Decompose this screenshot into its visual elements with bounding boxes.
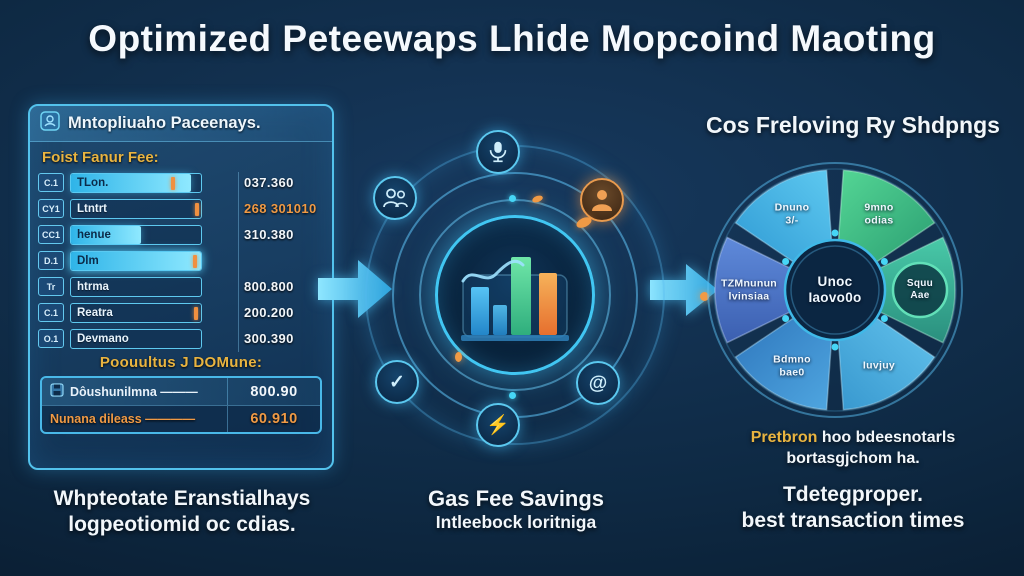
wheel-segment-label: Iuvjuy <box>862 359 896 372</box>
summary-row: Nunana dileass ———— 60.910 <box>42 405 320 432</box>
decor-node-dot <box>509 195 516 202</box>
wheel-segment-label: 9mno odias <box>864 201 894 226</box>
row-badge: D.1 <box>38 251 64 270</box>
decor-dot <box>700 292 709 301</box>
summary-value: 800.90 <box>250 383 298 400</box>
row-value: 200.200 <box>244 305 294 320</box>
row-bar: Devmano <box>70 328 202 349</box>
fee-table-panel: Mntopliuaho Paceenays. Foist Fanur Fee: … <box>28 104 334 470</box>
mic-icon <box>489 141 507 163</box>
person-icon <box>592 190 612 211</box>
gateway-icon <box>40 111 60 136</box>
caption-middle: Gas Fee Savings Intleebock loritniga <box>427 486 605 533</box>
summary-label: Dôushunilmna ——— <box>70 384 198 399</box>
row-badge: Tr <box>38 277 64 296</box>
flow-arrow-right <box>650 260 720 325</box>
summary-label: Nunana dileass ———— <box>50 412 196 426</box>
row-value: 268 301010 <box>244 201 317 216</box>
hub-center-chart <box>435 215 595 375</box>
row-badge: CY1 <box>38 199 64 218</box>
person-node <box>580 178 624 222</box>
table-row: O.1 Devmano 300.390 <box>38 328 324 349</box>
at-node: @ <box>576 361 620 405</box>
decor-node-dot <box>509 392 516 399</box>
row-bar: Ltntrt <box>70 198 202 219</box>
row-bar: htrma <box>70 276 202 297</box>
table-row: CC1 henue 310.380 <box>38 224 324 245</box>
bar-chart-icon <box>461 257 569 341</box>
wheel-segment-label: TZMnunun lvinsiaa <box>720 277 778 302</box>
decor-dot <box>455 352 462 362</box>
check-icon: ✓ <box>389 371 405 393</box>
fee-rows: C.1 TLon. 037.360 CY1 Ltntrt 268 301010 … <box>30 172 332 352</box>
panel-header: Mntopliuaho Paceenays. <box>30 106 332 142</box>
summary-value: 60.910 <box>250 411 298 427</box>
wheel-header: Cos Freloving Ry Shdpngs <box>706 112 1000 138</box>
mic-node <box>476 130 520 174</box>
row-bar: TLon. <box>70 172 202 193</box>
wheel-badge-label: Squu Aae <box>906 278 934 301</box>
bar-marker <box>193 254 197 268</box>
bar-marker <box>195 202 199 216</box>
fee-section-label: Foist Fanur Fee: <box>42 149 159 166</box>
wheel-segment-label: Dnuno 3/- <box>774 201 810 226</box>
table-row: C.1 Reatra 200.200 <box>38 302 324 323</box>
table-row: CY1 Ltntrt 268 301010 <box>38 198 324 219</box>
row-value: 800.800 <box>244 279 294 294</box>
caption-left: Whpteotate Eranstialhays logpeotiomid oc… <box>53 487 311 537</box>
check-node: ✓ <box>375 360 419 404</box>
bolt-node: ⚡ <box>476 403 520 447</box>
row-bar: henue <box>70 224 202 245</box>
summary-table: Dôushunilmna ——— 800.90 Nunana dileass —… <box>40 376 322 434</box>
at-icon: @ <box>588 372 608 394</box>
panel-title: Mntopliuaho Paceenays. <box>68 114 261 132</box>
table-row: Tr htrma 800.800 <box>38 276 324 297</box>
column-divider <box>238 172 239 352</box>
caption-right-note: Pretbron hoo bdeesnotarls bortasgjchom h… <box>750 429 956 467</box>
bar-marker <box>194 306 198 320</box>
page-title: Optimized Peteewaps Lhide Mopcoind Maoti… <box>88 18 936 59</box>
row-badge: C.1 <box>38 303 64 322</box>
row-badge: O.1 <box>38 329 64 348</box>
wheel-graphic <box>707 162 963 418</box>
highlight-word: Pretbron <box>750 429 818 446</box>
table-row: C.1 TLon. 037.360 <box>38 172 324 193</box>
caption-right-heading: Tdetegproper. best transaction times <box>741 483 965 533</box>
bolt-icon: ⚡ <box>486 414 510 436</box>
summary-row: Dôushunilmna ——— 800.90 <box>42 378 320 405</box>
row-value: 037.360 <box>244 175 294 190</box>
row-bar: Reatra <box>70 302 202 323</box>
row-bar: Dlm <box>70 250 202 271</box>
users-icon <box>382 188 408 208</box>
summary-title: Poouultus J DOMune: <box>99 354 263 371</box>
disk-icon <box>50 383 64 400</box>
row-value: 310.380 <box>244 227 294 242</box>
wheel-center-label: Unoc Iaovo0o <box>808 273 862 305</box>
bar-marker <box>171 176 175 190</box>
analytics-hub: ✓ @ ⚡ <box>355 130 675 455</box>
row-badge: C.1 <box>38 173 64 192</box>
row-badge: CC1 <box>38 225 64 244</box>
savings-wheel: Dnuno 3/- 9mno odias Squu Aae Iuvjuy Bdm… <box>705 160 965 420</box>
table-row: D.1 Dlm <box>38 250 324 271</box>
wheel-segment-label: Bdmno bae0 <box>773 353 811 378</box>
users-node <box>373 176 417 220</box>
row-value: 300.390 <box>244 331 294 346</box>
